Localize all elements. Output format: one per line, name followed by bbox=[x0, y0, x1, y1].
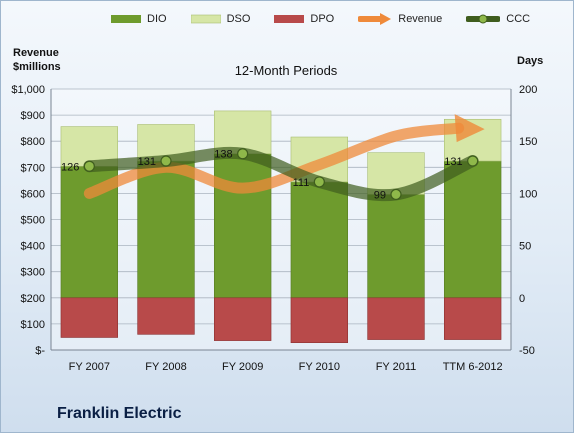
left-axis-title-line2: $millions bbox=[13, 61, 61, 73]
left-tick-label: $200 bbox=[21, 293, 45, 305]
x-tick-label: FY 2011 bbox=[376, 361, 417, 373]
bar-dio bbox=[367, 194, 425, 299]
left-tick-label: $700 bbox=[21, 162, 45, 174]
left-tick-label: $- bbox=[35, 345, 45, 357]
legend-label-revenue: Revenue bbox=[398, 13, 443, 25]
ccc-point bbox=[467, 155, 479, 167]
ccc-data-label: 138 bbox=[214, 149, 232, 161]
left-tick-label: $900 bbox=[21, 110, 45, 122]
bar-dio bbox=[290, 181, 349, 299]
ccc-point bbox=[390, 188, 402, 201]
left-tick-label: $1,000 bbox=[11, 84, 45, 96]
chart-title: 12-Month Periods bbox=[234, 63, 338, 78]
right-tick-label: 50 bbox=[519, 241, 531, 253]
ccc-data-label: 131 bbox=[138, 156, 156, 168]
legend-label-dso: DSO bbox=[226, 13, 251, 25]
left-axis-title-line1: Revenue bbox=[13, 47, 59, 59]
legend-label-ccc: CCC bbox=[506, 13, 531, 25]
legend-swatch-dpo bbox=[274, 15, 305, 23]
company-name: Franklin Electric bbox=[57, 405, 182, 422]
left-tick-label: $300 bbox=[21, 267, 45, 279]
x-tick-label: FY 2008 bbox=[145, 361, 186, 373]
right-tick-label: 100 bbox=[519, 188, 537, 200]
legend-item-revenue: Revenue bbox=[358, 13, 442, 25]
left-tick-label: $100 bbox=[21, 319, 45, 331]
legend: DIO DSO DPO Revenue CCC bbox=[111, 13, 553, 25]
ccc-data-label: 131 bbox=[444, 156, 462, 168]
ccc-point bbox=[160, 155, 172, 167]
right-tick-label: -50 bbox=[519, 345, 535, 357]
bar-dio bbox=[443, 160, 502, 299]
x-tick-label: TTM 6-2012 bbox=[443, 361, 503, 373]
legend-item-dio: DIO bbox=[111, 13, 167, 25]
x-tick-label: FY 2010 bbox=[299, 361, 340, 373]
right-tick-label: 150 bbox=[519, 136, 537, 148]
legend-swatch-dio bbox=[111, 15, 141, 23]
right-tick-label: 0 bbox=[519, 293, 525, 305]
revenue-arrowhead bbox=[454, 114, 485, 143]
ccc-point bbox=[83, 160, 95, 172]
bar-dio bbox=[137, 160, 195, 299]
revenue-line bbox=[83, 122, 465, 199]
legend-item-ccc: CCC bbox=[466, 13, 530, 25]
ccc-point bbox=[313, 176, 325, 188]
ccc-point bbox=[237, 148, 249, 160]
ccc-data-label: 126 bbox=[61, 161, 79, 173]
bar-dpo bbox=[137, 297, 195, 335]
bar-dpo bbox=[214, 297, 272, 341]
left-tick-label: $600 bbox=[21, 188, 45, 200]
left-axis-title: Revenue $millions bbox=[13, 46, 61, 74]
bar-dpo bbox=[443, 297, 502, 340]
bar-dio bbox=[214, 153, 272, 299]
ccc-data-label: 99 bbox=[374, 189, 386, 201]
legend-label-dio: DIO bbox=[147, 13, 167, 25]
right-tick-label: 200 bbox=[519, 84, 537, 96]
legend-label-dpo: DPO bbox=[310, 13, 335, 25]
bar-dpo bbox=[60, 297, 119, 338]
bar-dso bbox=[214, 110, 272, 155]
legend-item-dpo: DPO bbox=[274, 13, 334, 25]
legend-item-dso: DSO bbox=[190, 13, 251, 25]
left-tick-label: $500 bbox=[21, 215, 45, 227]
left-tick-label: $800 bbox=[21, 136, 45, 148]
legend-swatch-dso bbox=[190, 14, 221, 24]
left-tick-label: $400 bbox=[21, 241, 45, 253]
right-axis-title: Days bbox=[517, 55, 544, 67]
x-tick-label: FY 2009 bbox=[222, 361, 263, 373]
ccc-data-label: 111 bbox=[293, 177, 310, 189]
x-tick-label: FY 2007 bbox=[69, 361, 110, 373]
legend-swatch-revenue bbox=[358, 13, 392, 25]
bar-dpo bbox=[290, 297, 349, 343]
bar-dpo bbox=[367, 297, 425, 340]
legend-swatch-ccc bbox=[466, 14, 501, 24]
